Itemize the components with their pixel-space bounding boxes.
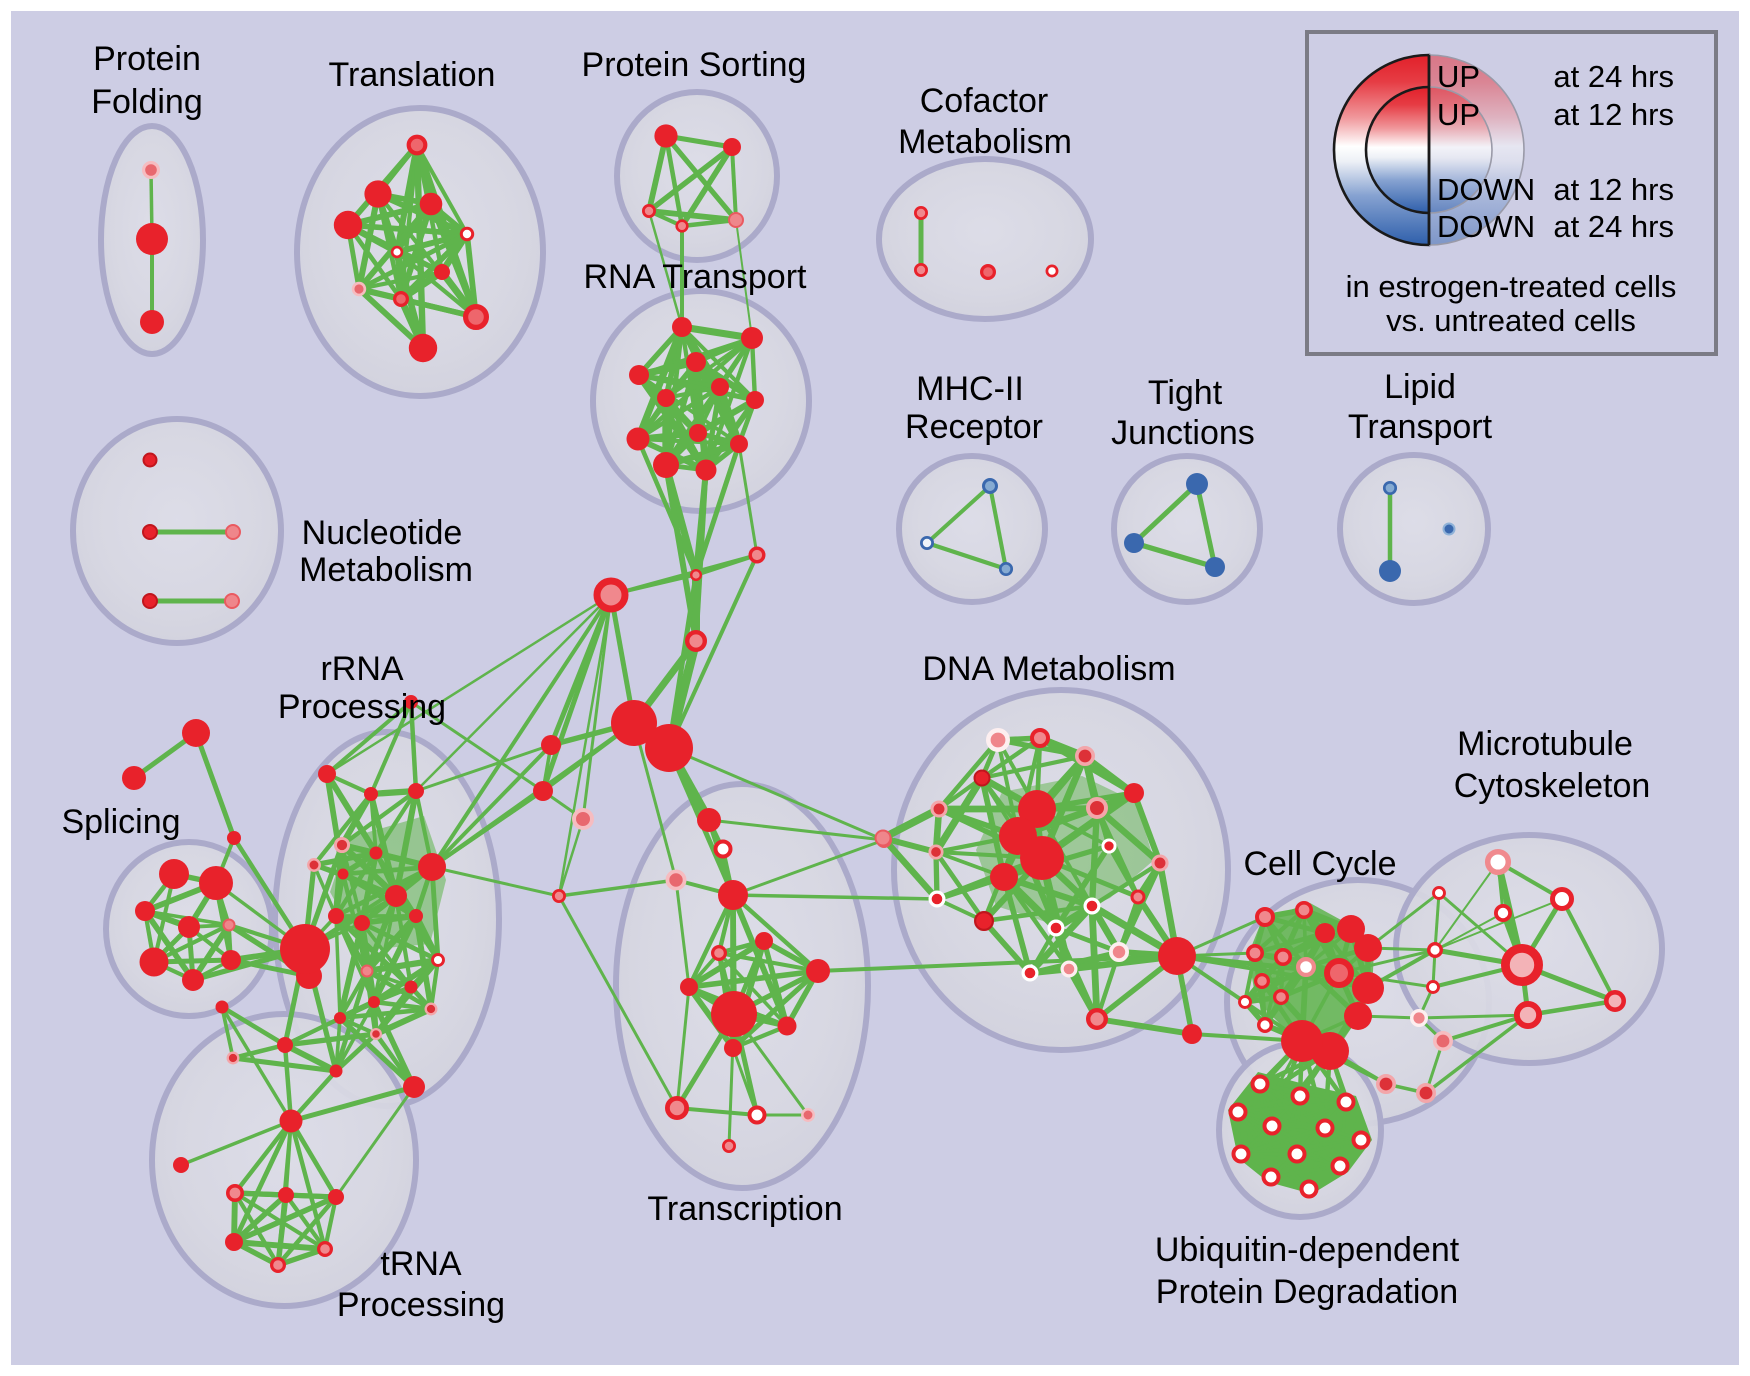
svg-text:vs. untreated cells: vs. untreated cells [1386,303,1636,338]
svg-text:Transport: Transport [1348,408,1493,446]
svg-text:Junctions: Junctions [1111,414,1255,452]
svg-text:Metabolism: Metabolism [898,123,1072,161]
svg-text:Processing: Processing [278,688,446,726]
svg-text:Microtubule: Microtubule [1457,725,1633,763]
svg-text:Translation: Translation [329,56,496,94]
svg-text:Tight: Tight [1148,374,1223,412]
svg-text:tRNA: tRNA [380,1245,462,1283]
svg-text:rRNA: rRNA [320,650,403,688]
svg-text:Ubiquitin-dependent: Ubiquitin-dependent [1155,1231,1460,1269]
svg-text:Receptor: Receptor [905,408,1043,446]
svg-text:Metabolism: Metabolism [299,551,473,589]
svg-text:Splicing: Splicing [61,803,180,841]
svg-text:Folding: Folding [91,83,203,121]
svg-text:at 12 hrs: at 12 hrs [1553,172,1674,207]
svg-text:Transcription: Transcription [647,1190,842,1228]
svg-text:Cofactor: Cofactor [920,82,1049,120]
svg-text:RNA Transport: RNA Transport [584,258,808,296]
svg-text:Lipid: Lipid [1384,368,1456,406]
svg-text:DOWN: DOWN [1437,209,1535,244]
svg-text:Cytoskeleton: Cytoskeleton [1454,767,1651,805]
svg-text:MHC-II: MHC-II [916,370,1024,408]
svg-text:Protein Sorting: Protein Sorting [582,46,807,84]
svg-text:UP: UP [1437,97,1480,132]
svg-text:at 24 hrs: at 24 hrs [1553,59,1674,94]
svg-text:at 12 hrs: at 12 hrs [1553,97,1674,132]
svg-text:DOWN: DOWN [1437,172,1535,207]
svg-text:Processing: Processing [337,1286,505,1324]
svg-text:Protein Degradation: Protein Degradation [1156,1273,1458,1311]
svg-text:UP: UP [1437,59,1480,94]
svg-text:Nucleotide: Nucleotide [302,514,463,552]
svg-text:Protein: Protein [93,40,201,78]
svg-text:Cell Cycle: Cell Cycle [1243,845,1396,883]
svg-text:in estrogen-treated cells: in estrogen-treated cells [1346,269,1677,304]
svg-text:DNA Metabolism: DNA Metabolism [922,650,1175,688]
svg-text:at 24 hrs: at 24 hrs [1553,209,1674,244]
